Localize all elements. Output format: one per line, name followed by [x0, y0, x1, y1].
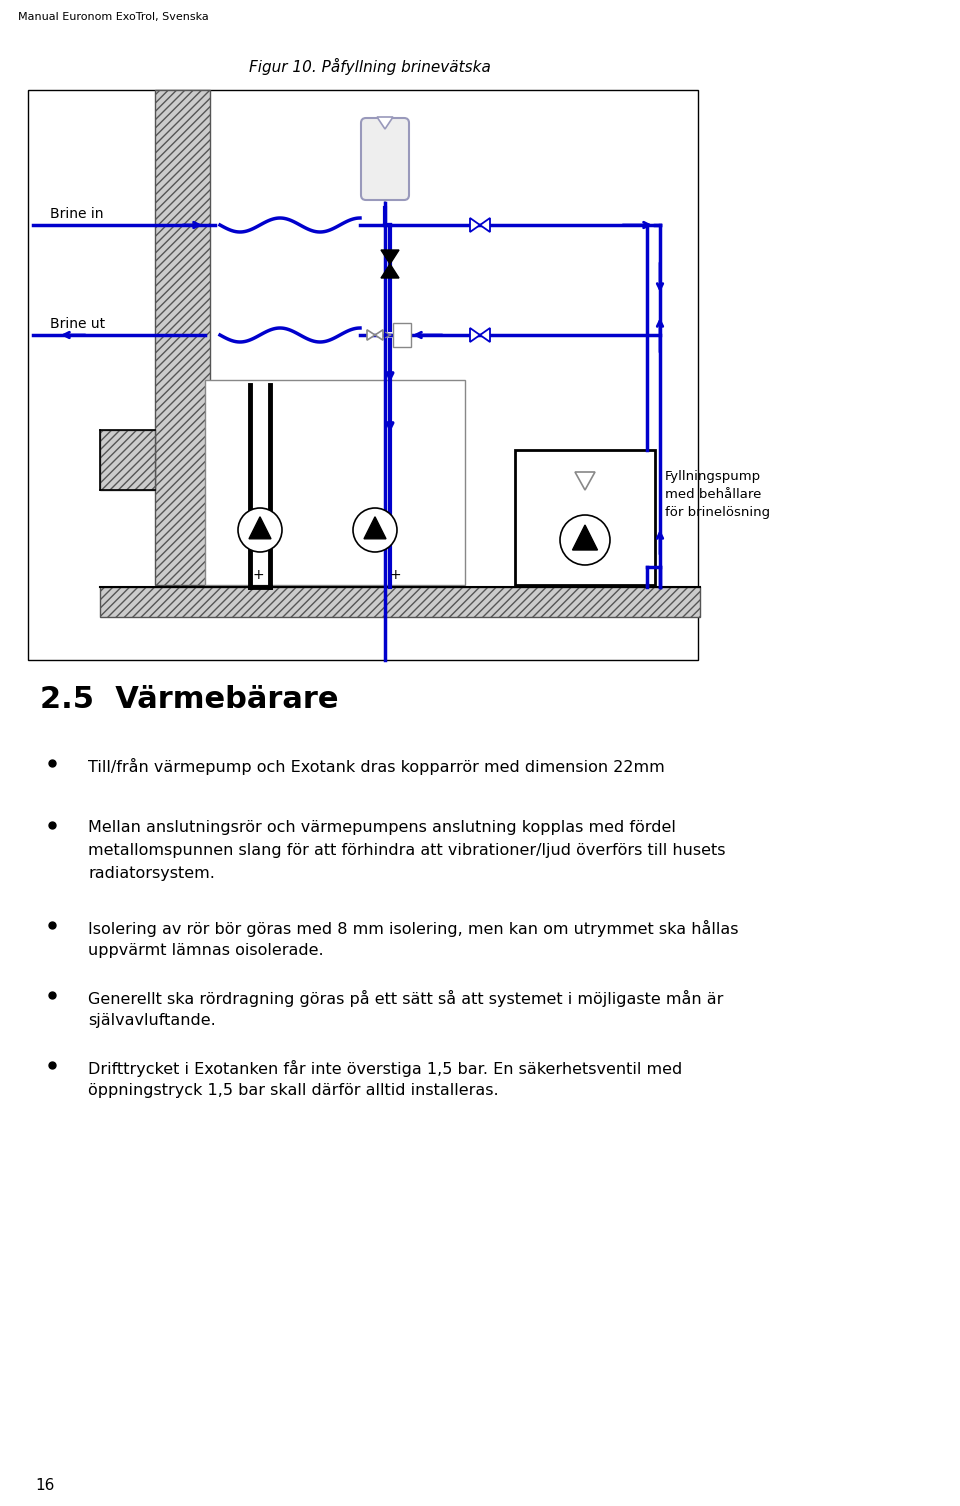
Text: Fyllningspump: Fyllningspump: [665, 470, 761, 483]
Bar: [393, 322, 411, 346]
Text: självavluftande.: självavluftande.: [88, 1014, 216, 1029]
Bar: [100, 587, 700, 617]
Polygon shape: [470, 328, 480, 342]
Polygon shape: [367, 330, 375, 340]
Polygon shape: [480, 328, 490, 342]
Circle shape: [238, 508, 282, 553]
Text: Isolering av rör bör göras med 8 mm isolering, men kan om utrymmet ska hållas: Isolering av rör bör göras med 8 mm isol…: [88, 920, 738, 937]
Bar: [28, 90, 698, 660]
Polygon shape: [381, 264, 399, 279]
Polygon shape: [575, 471, 595, 489]
Text: uppvärmt lämnas oisolerade.: uppvärmt lämnas oisolerade.: [88, 943, 324, 958]
Polygon shape: [480, 218, 490, 232]
Text: för brinelösning: för brinelösning: [665, 506, 770, 520]
Polygon shape: [381, 250, 399, 264]
Bar: [100, 431, 155, 489]
Text: +: +: [252, 568, 264, 581]
Polygon shape: [377, 117, 393, 130]
Text: Drifttrycket i Exotanken får inte överstiga 1,5 bar. En säkerhetsventil med: Drifttrycket i Exotanken får inte överst…: [88, 1060, 683, 1077]
Bar: [205, 380, 465, 584]
Polygon shape: [375, 330, 383, 340]
Bar: [155, 90, 210, 584]
Polygon shape: [572, 526, 597, 550]
Text: 16: 16: [35, 1477, 55, 1492]
Polygon shape: [249, 517, 271, 539]
Polygon shape: [470, 218, 480, 232]
Text: 2.5  Värmebärare: 2.5 Värmebärare: [40, 685, 339, 714]
Text: +: +: [389, 568, 401, 581]
Text: Mellan anslutningsrör och värmepumpens anslutning kopplas med fördel: Mellan anslutningsrör och värmepumpens a…: [88, 819, 676, 834]
FancyBboxPatch shape: [361, 117, 409, 200]
Circle shape: [560, 515, 610, 565]
Text: Generellt ska rördragning göras på ett sätt så att systemet i möjligaste mån är: Generellt ska rördragning göras på ett s…: [88, 989, 724, 1008]
Text: Figur 10. Påfyllning brinevätska: Figur 10. Påfyllning brinevätska: [249, 59, 491, 75]
Text: Till/från värmepump och Exotank dras kopparrör med dimension 22mm: Till/från värmepump och Exotank dras kop…: [88, 758, 664, 776]
Text: radiatorsystem.: radiatorsystem.: [88, 866, 215, 881]
Text: öppningstryck 1,5 bar skall därför alltid installeras.: öppningstryck 1,5 bar skall därför allti…: [88, 1083, 498, 1098]
Text: metallomspunnen slang för att förhindra att vibrationer/ljud överförs till huset: metallomspunnen slang för att förhindra …: [88, 843, 726, 858]
Text: Brine ut: Brine ut: [50, 316, 106, 331]
Text: Brine in: Brine in: [50, 206, 104, 221]
Text: med behållare: med behållare: [665, 488, 761, 501]
Text: Manual Euronom ExoTrol, Svenska: Manual Euronom ExoTrol, Svenska: [18, 12, 208, 23]
Polygon shape: [364, 517, 386, 539]
Bar: [515, 450, 655, 584]
Circle shape: [353, 508, 397, 553]
